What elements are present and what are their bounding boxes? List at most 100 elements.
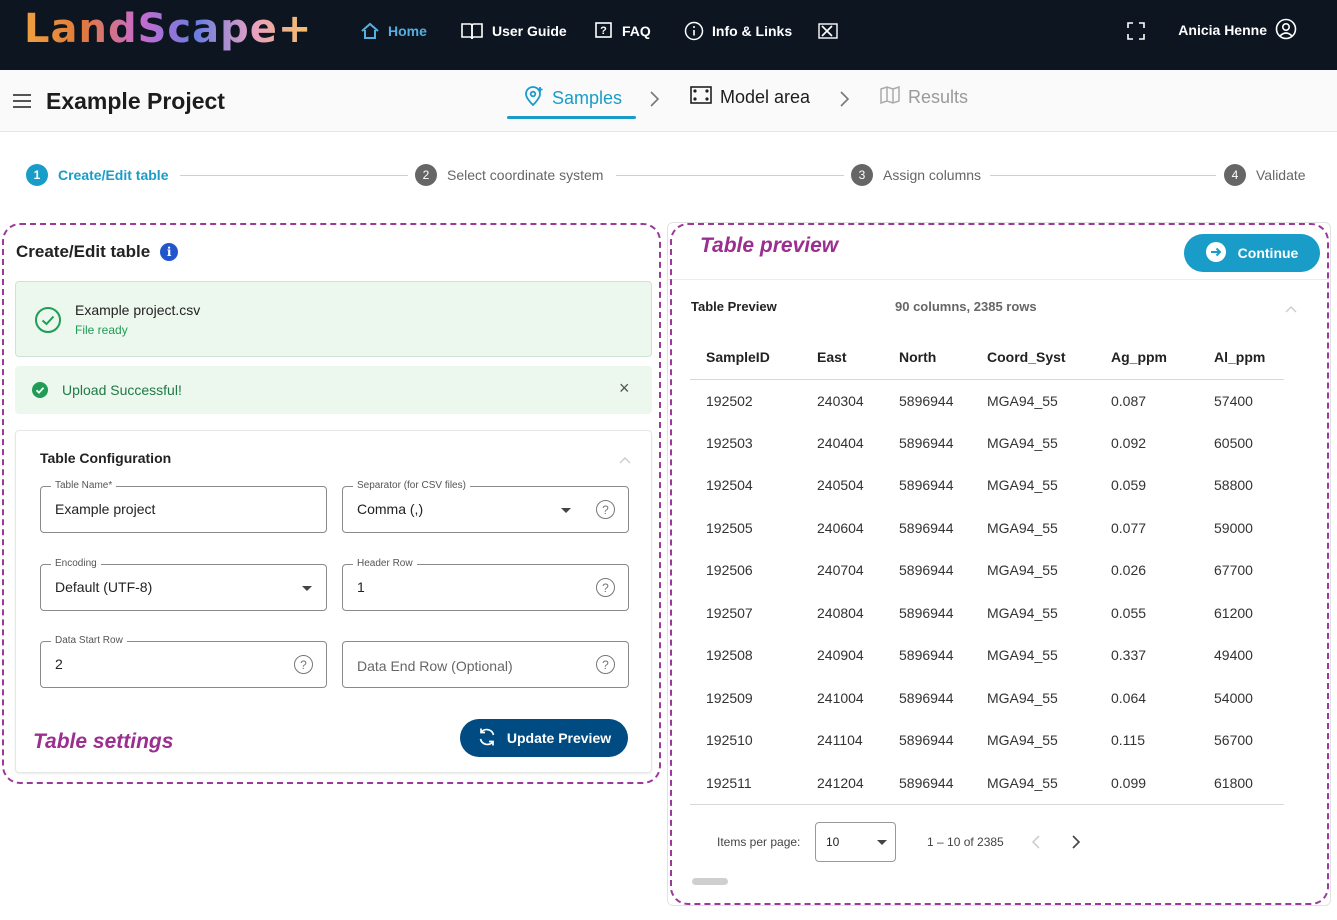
- data-start-row-field[interactable]: Data Start Row 2 ?: [40, 635, 327, 688]
- data-end-row-field[interactable]: Data End Row (Optional) ?: [342, 641, 629, 688]
- table-cell: 192506: [706, 562, 753, 579]
- refresh-icon: [477, 727, 497, 750]
- items-per-page-select[interactable]: 10: [815, 822, 896, 862]
- table-cell: 240604: [817, 519, 864, 536]
- file-status-card: Example project.csv File ready: [15, 281, 652, 357]
- table-cell: 192510: [706, 732, 753, 749]
- chevron-up-icon[interactable]: [619, 451, 631, 469]
- stepper-connector: [180, 175, 408, 176]
- horizontal-scrollbar[interactable]: [692, 878, 728, 885]
- nav-user-guide[interactable]: User Guide: [460, 0, 567, 62]
- help-icon[interactable]: ?: [294, 655, 313, 674]
- table-row: 192506 240704 5896944 MGA94_55 0.026 67700: [690, 549, 1284, 592]
- nav-faq[interactable]: ? FAQ: [594, 0, 651, 62]
- table-cell: MGA94_55: [987, 434, 1058, 451]
- help-icon[interactable]: ?: [596, 500, 615, 519]
- step-number: 2: [415, 164, 437, 186]
- tab-samples[interactable]: Samples: [524, 86, 622, 111]
- table-cell: 61800: [1198, 761, 1284, 805]
- step-validate[interactable]: 4 Validate: [1224, 164, 1306, 186]
- table-cell: 240504: [817, 477, 864, 494]
- user-menu[interactable]: Anicia Henne: [1178, 0, 1297, 60]
- table-settings-outline: [2, 223, 661, 784]
- header-row-field[interactable]: Header Row 1 ?: [342, 558, 629, 611]
- table-header-row: SampleID East North Coord_Syst Ag_ppm Al…: [690, 335, 1284, 380]
- table-name-field[interactable]: Table Name* Example project: [40, 480, 327, 533]
- table-cell: 5896944: [899, 647, 954, 664]
- table-cell: 0.099: [1095, 761, 1198, 805]
- help-icon[interactable]: ?: [596, 655, 615, 674]
- table-cell: MGA94_55: [971, 761, 1095, 805]
- x-logo-icon: [818, 22, 838, 40]
- table-cell: 241104: [817, 732, 863, 749]
- top-bar: LandScape+ Home User Guide ? FAQ Info & …: [0, 0, 1337, 70]
- items-per-page-value: 10: [826, 835, 840, 849]
- help-icon[interactable]: ?: [596, 578, 615, 597]
- table-cell: 5896944: [899, 392, 954, 409]
- column-header: Ag_ppm: [1095, 335, 1198, 380]
- table-configuration-card: Table Configuration Table Name* Example …: [15, 430, 652, 773]
- table-cell: 240804: [817, 604, 864, 621]
- nav-home[interactable]: Home: [360, 0, 427, 62]
- table-cell: 54000: [1214, 689, 1253, 706]
- table-preview-annotation: Table preview: [700, 234, 839, 257]
- fullscreen-button[interactable]: [1126, 0, 1146, 62]
- table-row: 192503 240404 5896944 MGA94_55 0.092 60500: [690, 422, 1284, 465]
- file-status: File ready: [75, 323, 128, 337]
- table-cell: 0.087: [1111, 392, 1147, 409]
- table-cell: 192511: [690, 761, 801, 805]
- book-icon: [460, 22, 484, 40]
- chevron-up-icon[interactable]: [1285, 300, 1297, 318]
- step-label: Assign columns: [883, 167, 982, 183]
- app-logo[interactable]: LandScape+: [24, 6, 313, 52]
- table-cell: 240404: [817, 434, 864, 451]
- column-header: East: [801, 335, 883, 380]
- table-cell: 192505: [706, 519, 753, 536]
- table-cell: 5896944: [883, 761, 971, 805]
- table-cell: MGA94_55: [987, 477, 1058, 494]
- tab-samples-label: Samples: [552, 88, 623, 108]
- chevron-right-icon: [1072, 835, 1081, 849]
- nav-info-links[interactable]: Info & Links: [684, 0, 792, 62]
- divider: [668, 279, 1329, 280]
- table-cell: 59000: [1214, 519, 1253, 536]
- nav-home-label: Home: [388, 23, 427, 39]
- table-preview-outline: [670, 223, 1329, 905]
- fullscreen-icon: [1126, 21, 1146, 41]
- next-page-button[interactable]: [1071, 835, 1081, 854]
- table-cell: MGA94_55: [987, 647, 1058, 664]
- close-icon[interactable]: ×: [619, 378, 630, 398]
- page-title: Example Project: [46, 88, 225, 114]
- config-title: Table Configuration: [40, 450, 172, 466]
- table-cell: 0.059: [1111, 477, 1147, 494]
- continue-button[interactable]: Continue: [1184, 234, 1320, 272]
- table-row: 192511 241204 5896944 MGA94_55 0.099 61800: [690, 761, 1284, 805]
- step-assign-columns[interactable]: 3 Assign columns: [851, 164, 981, 186]
- info-icon[interactable]: i: [160, 243, 179, 261]
- encoding-select[interactable]: Encoding Default (UTF-8): [40, 558, 327, 611]
- table-preview-meta: 90 columns, 2385 rows: [895, 299, 1037, 314]
- home-icon: [360, 22, 380, 40]
- table-cell: 5896944: [899, 562, 954, 579]
- field-label: Table Name*: [51, 480, 117, 491]
- field-placeholder: Data End Row (Optional): [357, 658, 513, 674]
- upload-success-alert: Upload Successful! ×: [15, 366, 652, 414]
- step-create-edit-table[interactable]: 1 Create/Edit table: [26, 164, 168, 186]
- table-cell: 5896944: [899, 604, 954, 621]
- separator-select[interactable]: Separator (for CSV files) Comma (,) ?: [342, 480, 629, 533]
- info-circle-icon: [684, 21, 704, 41]
- table-row: 192504 240504 5896944 MGA94_55 0.059 58800: [690, 464, 1284, 507]
- tab-model-area[interactable]: Model area: [690, 86, 810, 109]
- nav-user-guide-label: User Guide: [492, 23, 567, 39]
- page-range: 1 – 10 of 2385: [927, 835, 1004, 849]
- field-label: Header Row: [353, 558, 417, 569]
- x-logo-link[interactable]: [818, 0, 838, 62]
- table-cell: 240304: [817, 392, 864, 409]
- previous-page-button[interactable]: [1031, 835, 1041, 854]
- menu-icon[interactable]: [12, 94, 32, 113]
- step-select-coordinate-system[interactable]: 2 Select coordinate system: [415, 164, 603, 186]
- table-row: 192502 240304 5896944 MGA94_55 0.087 57400: [690, 379, 1284, 422]
- file-name: Example project.csv: [75, 302, 201, 318]
- table-cell: 192508: [706, 647, 753, 664]
- update-preview-button[interactable]: Update Preview: [460, 719, 628, 757]
